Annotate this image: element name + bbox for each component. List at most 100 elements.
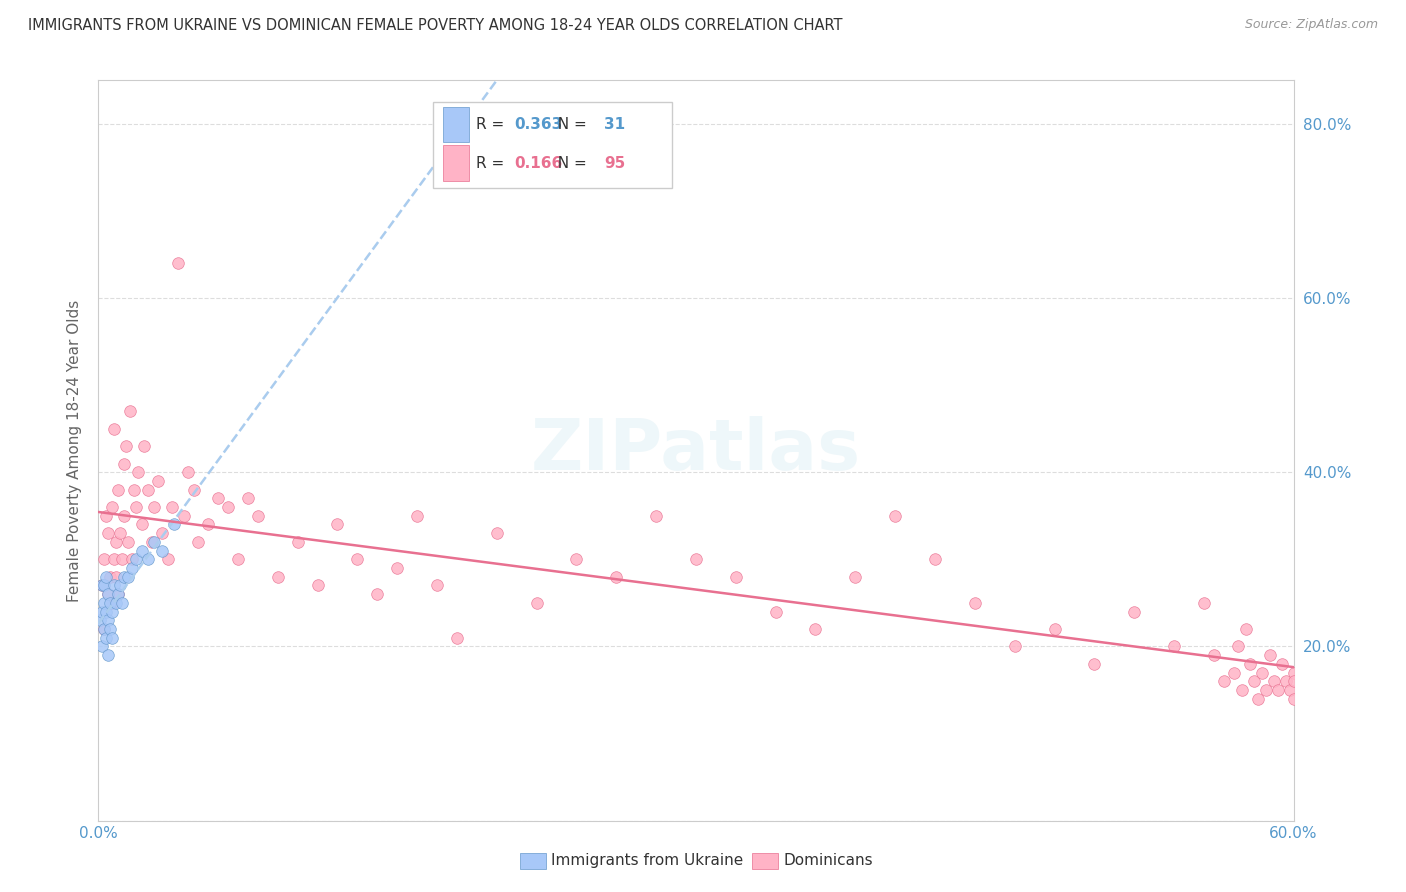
Point	[97, 613, 120, 627]
Point	[103, 552, 125, 566]
Point	[1163, 640, 1185, 654]
Point	[346, 552, 368, 566]
Text: IMMIGRANTS FROM UKRAINE VS DOMINICAN FEMALE POVERTY AMONG 18-24 YEAR OLDS CORREL: IMMIGRANTS FROM UKRAINE VS DOMINICAN FEM…	[28, 18, 842, 33]
Point	[1247, 691, 1270, 706]
Point	[125, 552, 148, 566]
Point	[207, 491, 229, 506]
Point	[526, 596, 548, 610]
Point	[101, 605, 124, 619]
Point	[884, 508, 907, 523]
Point	[96, 605, 118, 619]
Point	[131, 543, 153, 558]
Point	[183, 483, 205, 497]
Point	[97, 587, 120, 601]
Point	[197, 517, 219, 532]
Point	[446, 631, 468, 645]
Point	[101, 631, 124, 645]
Text: 0.363: 0.363	[515, 117, 562, 132]
Point	[1274, 674, 1296, 689]
Point	[103, 422, 125, 436]
Point	[187, 535, 209, 549]
Point	[91, 578, 114, 592]
Text: R =: R =	[477, 156, 509, 170]
Point	[287, 535, 309, 549]
Point	[143, 535, 166, 549]
Point	[1282, 665, 1305, 680]
Point	[97, 648, 120, 662]
Point	[105, 535, 128, 549]
Point	[173, 508, 195, 523]
Point	[160, 500, 183, 514]
Point	[307, 578, 329, 592]
Text: ZIPatlas: ZIPatlas	[531, 416, 860, 485]
Point	[163, 517, 186, 532]
Point	[150, 543, 173, 558]
Point	[157, 552, 180, 566]
Point	[1282, 691, 1305, 706]
Point	[1239, 657, 1261, 671]
Point	[267, 570, 290, 584]
Point	[98, 596, 122, 610]
Point	[1282, 674, 1305, 689]
Point	[1123, 605, 1146, 619]
Point	[115, 439, 138, 453]
Point	[124, 483, 146, 497]
Point	[93, 622, 115, 636]
Point	[1202, 648, 1225, 662]
Point	[1271, 657, 1294, 671]
Point	[110, 578, 132, 592]
Y-axis label: Female Poverty Among 18-24 Year Olds: Female Poverty Among 18-24 Year Olds	[67, 300, 83, 601]
Point	[217, 500, 239, 514]
Point	[91, 640, 114, 654]
Point	[121, 552, 143, 566]
Point	[125, 500, 148, 514]
Point	[177, 465, 200, 479]
Point	[1258, 648, 1281, 662]
Point	[645, 508, 668, 523]
Point	[167, 256, 190, 270]
Text: Dominicans: Dominicans	[783, 854, 873, 868]
Point	[685, 552, 707, 566]
Point	[1083, 657, 1105, 671]
Point	[1267, 683, 1289, 698]
Point	[1278, 683, 1301, 698]
Point	[963, 596, 986, 610]
Point	[148, 474, 170, 488]
Point	[1243, 674, 1265, 689]
Point	[111, 552, 134, 566]
Point	[98, 570, 122, 584]
Point	[724, 570, 747, 584]
Point	[1226, 640, 1249, 654]
Point	[120, 404, 142, 418]
Text: 31: 31	[605, 117, 626, 132]
Point	[96, 570, 118, 584]
Point	[134, 439, 156, 453]
Point	[117, 570, 139, 584]
Point	[765, 605, 787, 619]
Point	[1004, 640, 1026, 654]
Text: Immigrants from Ukraine: Immigrants from Ukraine	[551, 854, 744, 868]
Point	[226, 552, 249, 566]
Point	[93, 578, 115, 592]
Point	[107, 587, 129, 601]
Point	[111, 596, 134, 610]
Point	[426, 578, 449, 592]
Point	[136, 552, 159, 566]
Point	[101, 596, 124, 610]
Text: 0.166: 0.166	[515, 156, 562, 170]
Point	[1043, 622, 1066, 636]
Point	[91, 605, 114, 619]
Point	[98, 622, 122, 636]
Point	[485, 526, 508, 541]
Point	[89, 613, 111, 627]
Point	[366, 587, 388, 601]
Point	[101, 500, 124, 514]
Point	[1223, 665, 1246, 680]
Point	[150, 526, 173, 541]
Point	[605, 570, 627, 584]
Point	[97, 526, 120, 541]
Point	[93, 596, 115, 610]
Point	[112, 457, 135, 471]
Point	[96, 631, 118, 645]
FancyBboxPatch shape	[443, 145, 470, 181]
